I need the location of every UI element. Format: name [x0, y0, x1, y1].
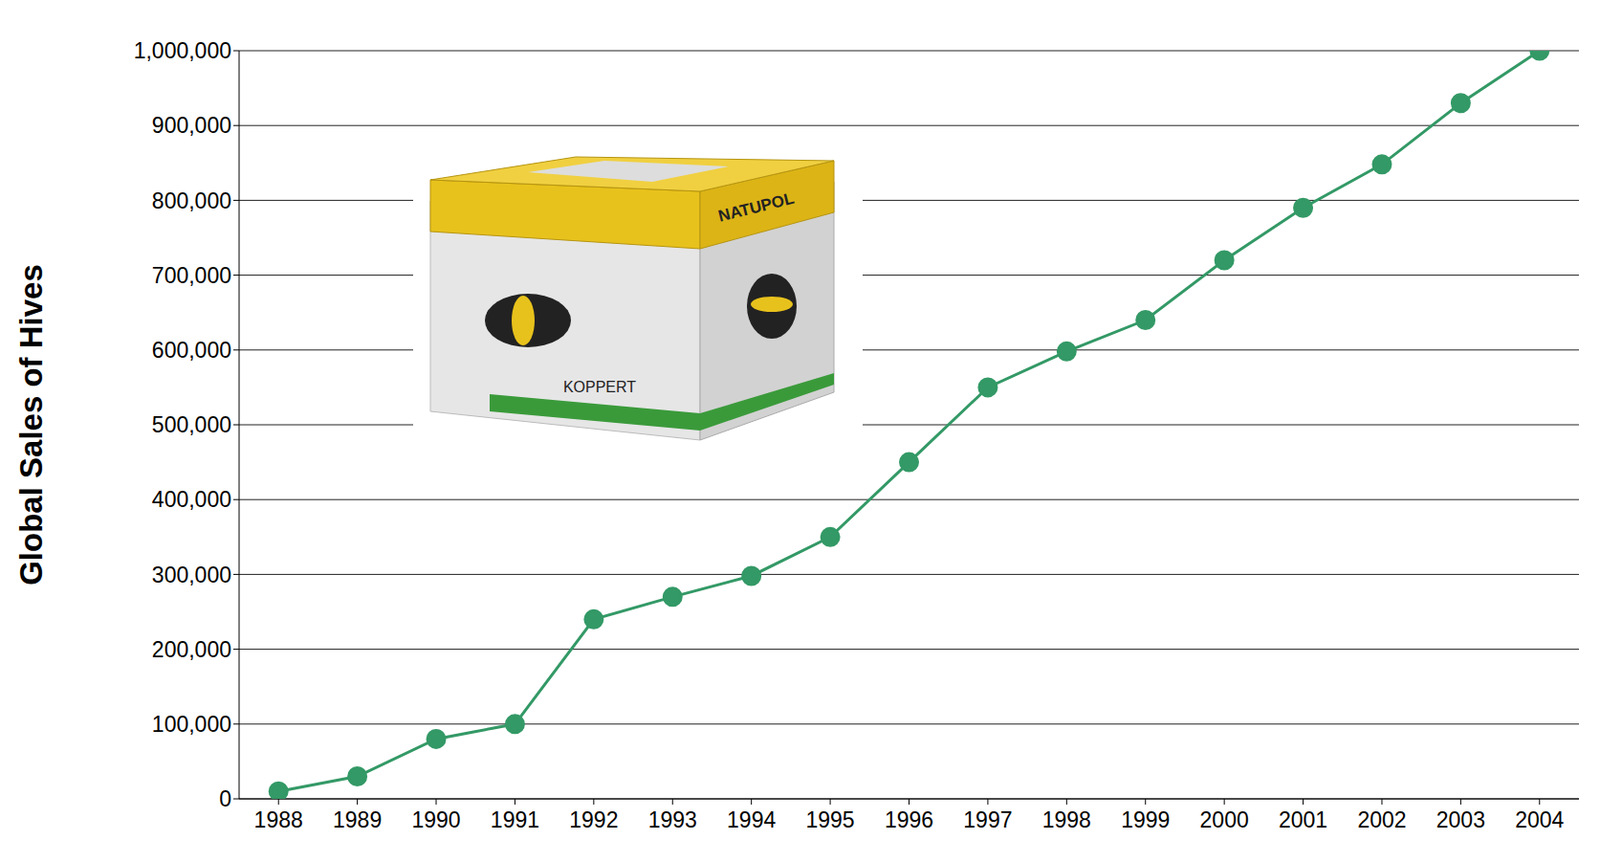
svg-text:400,000: 400,000: [152, 486, 232, 512]
svg-text:1999: 1999: [1120, 807, 1170, 833]
svg-text:1998: 1998: [1042, 807, 1092, 833]
svg-text:1991: 1991: [490, 807, 540, 833]
svg-text:1994: 1994: [726, 807, 776, 833]
svg-text:2000: 2000: [1200, 807, 1250, 833]
svg-text:900,000: 900,000: [152, 112, 232, 138]
svg-text:600,000: 600,000: [152, 337, 232, 363]
svg-text:1,000,000: 1,000,000: [133, 38, 232, 64]
svg-text:100,000: 100,000: [152, 711, 232, 737]
svg-text:Global Sales of Hives: Global Sales of Hives: [13, 263, 49, 586]
svg-text:1995: 1995: [806, 807, 855, 833]
svg-text:200,000: 200,000: [152, 636, 232, 662]
svg-text:2001: 2001: [1278, 807, 1328, 833]
svg-text:1996: 1996: [884, 807, 934, 833]
svg-text:NATUPOL: NATUPOL: [716, 189, 796, 226]
svg-text:1992: 1992: [569, 807, 618, 833]
svg-text:2004: 2004: [1514, 807, 1564, 833]
svg-text:1997: 1997: [963, 807, 1012, 833]
svg-text:1990: 1990: [411, 807, 461, 833]
svg-text:800,000: 800,000: [152, 188, 232, 214]
svg-text:KOPPERT: KOPPERT: [563, 378, 636, 395]
svg-text:1988: 1988: [254, 807, 304, 833]
svg-text:1989: 1989: [332, 807, 382, 833]
svg-text:1993: 1993: [648, 807, 698, 833]
svg-text:0: 0: [219, 786, 232, 811]
svg-text:2002: 2002: [1357, 807, 1406, 833]
svg-text:700,000: 700,000: [152, 263, 232, 288]
svg-text:500,000: 500,000: [152, 412, 232, 438]
svg-text:2003: 2003: [1436, 807, 1486, 833]
svg-text:300,000: 300,000: [152, 562, 232, 588]
